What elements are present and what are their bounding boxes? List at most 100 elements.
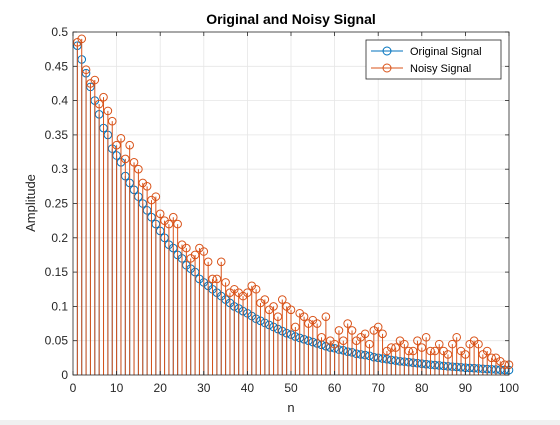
stem-marker bbox=[77, 34, 87, 44]
stem-marker bbox=[448, 339, 457, 349]
chart-title: Original and Noisy Signal bbox=[206, 11, 376, 27]
stem-marker bbox=[151, 192, 161, 201]
stem-marker bbox=[413, 336, 422, 346]
stem-marker bbox=[334, 326, 344, 335]
stem-marker bbox=[461, 350, 470, 359]
y-tick-label: 0.25 bbox=[45, 197, 69, 211]
y-axis-label: Amplitude bbox=[23, 174, 38, 232]
stem-marker bbox=[273, 312, 283, 321]
y-tick-label: 0.3 bbox=[51, 162, 68, 176]
stem-marker bbox=[251, 284, 261, 294]
stem-marker bbox=[343, 319, 352, 328]
legend-label-noisy-signal: Noisy Signal bbox=[410, 63, 471, 75]
stem-marker bbox=[373, 322, 383, 332]
legend-box bbox=[365, 39, 502, 80]
legend-swatch-noisy-marker bbox=[382, 63, 392, 73]
stem-marker bbox=[474, 339, 483, 349]
stem-marker bbox=[190, 250, 200, 260]
legend-label-original-signal: Original Signal bbox=[410, 46, 482, 58]
stem-marker bbox=[434, 339, 444, 349]
stem-marker bbox=[500, 360, 509, 370]
y-tick-label: 0 bbox=[61, 368, 68, 382]
x-tick-label: 60 bbox=[328, 381, 342, 395]
stem-series bbox=[73, 34, 514, 375]
stem-marker bbox=[260, 295, 270, 304]
stem-marker bbox=[164, 219, 174, 229]
stem-marker bbox=[243, 288, 252, 297]
stem-marker bbox=[142, 182, 152, 191]
x-tick-label: 40 bbox=[241, 381, 255, 395]
stem-marker bbox=[408, 346, 418, 356]
stem-marker bbox=[112, 140, 121, 150]
x-tick-label: 0 bbox=[70, 381, 77, 395]
stem-marker bbox=[81, 65, 91, 75]
stem-marker bbox=[103, 106, 113, 116]
stem-marker bbox=[378, 329, 387, 339]
legend[interactable]: Original Signal Noisy Signal bbox=[365, 39, 502, 80]
stem-marker bbox=[452, 332, 461, 342]
stem-marker bbox=[134, 164, 143, 174]
stem-marker bbox=[312, 319, 322, 328]
x-tick-label: 20 bbox=[154, 381, 168, 395]
stem-marker bbox=[269, 302, 278, 311]
stem-marker bbox=[116, 134, 126, 143]
stem-marker bbox=[199, 247, 209, 256]
y-tick-label: 0.15 bbox=[45, 265, 69, 279]
stem-marker bbox=[299, 312, 309, 321]
stem-marker bbox=[155, 209, 165, 219]
stem-marker bbox=[417, 343, 427, 352]
stem-marker bbox=[277, 295, 287, 304]
stem-marker bbox=[121, 154, 130, 164]
stem-marker bbox=[182, 243, 191, 253]
stem-marker bbox=[391, 343, 400, 352]
stem-marker bbox=[330, 339, 339, 349]
stem-marker bbox=[168, 212, 178, 222]
stem-marker bbox=[125, 140, 134, 150]
stem-marker bbox=[212, 274, 222, 284]
stem-marker bbox=[487, 353, 496, 363]
legend-swatch-original-marker bbox=[382, 46, 392, 56]
stem-marker bbox=[347, 326, 357, 335]
x-tick-label: 30 bbox=[197, 381, 211, 395]
stem-marker bbox=[129, 158, 139, 167]
x-tick-label: 70 bbox=[372, 381, 386, 395]
x-tick-label: 90 bbox=[459, 381, 473, 395]
stem-marker bbox=[482, 346, 492, 356]
y-tick-label: 0.1 bbox=[51, 299, 68, 313]
stem-marker bbox=[90, 75, 100, 85]
stem-marker bbox=[221, 278, 230, 287]
series-noisy-signal bbox=[73, 34, 514, 375]
axis-ticks: 0 10 20 30 40 50 60 70 80 90 100 0 0.05 0.1 0.15 0.2 0.2… bbox=[45, 25, 520, 395]
y-tick-label: 0.2 bbox=[51, 231, 68, 245]
y-tick-label: 0.5 bbox=[51, 25, 68, 39]
stem-marker bbox=[430, 346, 440, 356]
stem-marker bbox=[360, 329, 370, 339]
x-tick-label: 10 bbox=[110, 381, 124, 395]
y-tick-label: 0.45 bbox=[45, 59, 69, 73]
x-tick-label: 100 bbox=[499, 381, 519, 395]
stem-marker bbox=[365, 339, 374, 349]
stem-marker bbox=[173, 219, 182, 229]
stem-marker bbox=[400, 339, 409, 349]
x-axis-label: n bbox=[287, 400, 294, 415]
stem-marker bbox=[216, 257, 226, 267]
stem-marker bbox=[99, 92, 108, 102]
y-tick-label: 0.4 bbox=[51, 94, 68, 108]
stem-marker bbox=[404, 346, 414, 356]
stem-marker bbox=[291, 322, 300, 332]
stem-marker bbox=[208, 274, 217, 284]
stem-marker bbox=[443, 350, 453, 359]
y-tick-label: 0.35 bbox=[45, 128, 69, 142]
stem-marker bbox=[421, 332, 431, 342]
stem-marker bbox=[339, 336, 348, 346]
stem-marker bbox=[386, 343, 396, 352]
y-tick-label: 0.05 bbox=[45, 334, 69, 348]
stem-marker bbox=[203, 257, 213, 267]
stem-marker bbox=[321, 312, 331, 321]
stem-marker bbox=[286, 305, 296, 315]
x-tick-label: 80 bbox=[415, 381, 429, 395]
x-tick-label: 50 bbox=[284, 381, 298, 395]
stem-marker bbox=[317, 332, 326, 342]
